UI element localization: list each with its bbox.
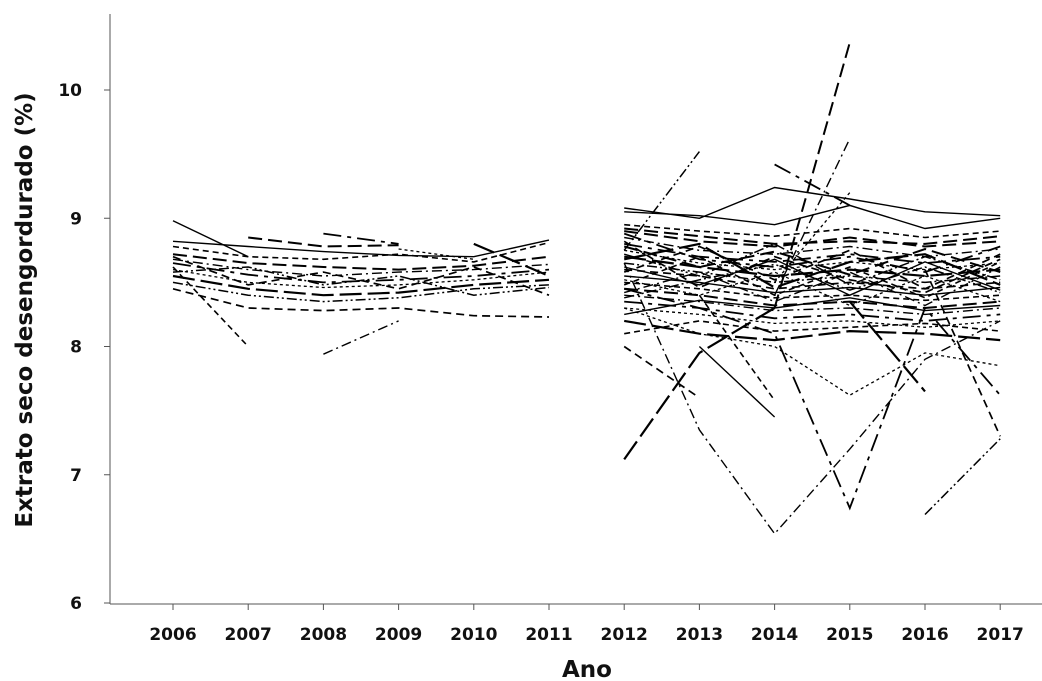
series-line <box>172 268 550 289</box>
series-line <box>172 255 550 296</box>
series-line <box>623 307 776 461</box>
x-tick-label: 2008 <box>300 625 347 645</box>
series-line <box>848 300 926 393</box>
series-line <box>774 192 851 283</box>
series-line <box>624 262 1001 284</box>
series-layer <box>172 42 1001 535</box>
series-line <box>624 263 1001 299</box>
series-line <box>774 163 851 207</box>
series-line <box>624 223 1001 239</box>
series-line <box>624 319 1001 342</box>
series-line <box>624 268 1001 290</box>
series-line <box>172 266 249 348</box>
y-tick-label: 8 <box>70 338 82 358</box>
series-line <box>623 232 1001 274</box>
series-line <box>924 438 1001 516</box>
x-tick-label: 2013 <box>676 625 723 645</box>
series-line <box>624 236 1001 258</box>
series-line <box>623 307 1001 396</box>
x-axis-ticks: 2006 2007 2008 2009 2010 2011 2012 2013 2014 2015… <box>149 604 1024 645</box>
y-tick-label: 6 <box>70 594 82 614</box>
series-line <box>172 262 550 284</box>
x-tick-label: 2006 <box>149 625 196 645</box>
x-tick-label: 2014 <box>751 625 798 645</box>
series-line <box>623 242 1001 289</box>
series-line <box>172 239 550 258</box>
series-line <box>624 227 1001 245</box>
x-axis-title: Ano <box>562 657 612 681</box>
series-line <box>623 240 1001 294</box>
series-line <box>924 269 1001 437</box>
series-line <box>773 138 851 296</box>
series-line <box>248 236 399 248</box>
series-line <box>624 294 1001 316</box>
series-line <box>623 345 700 399</box>
series-line <box>623 245 1001 276</box>
y-axis-title: Extrato seco desengordurado (%) <box>12 92 38 527</box>
series-line <box>698 345 776 418</box>
y-tick-label: 9 <box>70 209 82 229</box>
series-line <box>623 262 1001 535</box>
series-line <box>623 245 1001 290</box>
series-line <box>172 241 550 263</box>
x-tick-label: 2017 <box>977 625 1024 645</box>
x-tick-label: 2011 <box>525 625 572 645</box>
x-tick-label: 2016 <box>901 625 948 645</box>
series-line <box>624 186 1001 220</box>
series-line <box>624 297 1001 316</box>
series-line <box>624 307 1001 328</box>
series-line <box>172 274 550 297</box>
series-line <box>172 253 550 271</box>
series-line <box>698 294 776 401</box>
series-line <box>624 230 1001 248</box>
series-line <box>624 204 1001 230</box>
series-line <box>624 271 1001 307</box>
series-line <box>323 232 399 245</box>
y-tick-label: 7 <box>70 466 82 486</box>
x-tick-label: 2007 <box>225 625 272 645</box>
series-line <box>623 255 1001 299</box>
x-tick-label: 2015 <box>826 625 873 645</box>
series-line <box>624 320 1001 335</box>
series-line <box>473 242 550 278</box>
series-line <box>624 243 1001 265</box>
y-tick-label: 10 <box>58 81 82 101</box>
y-axis-ticks: 6 7 8 9 10 <box>58 81 110 614</box>
series-line <box>172 220 249 258</box>
series-line <box>623 287 1001 511</box>
x-tick-label: 2012 <box>601 625 648 645</box>
series-line <box>398 248 474 260</box>
series-line <box>172 258 550 277</box>
x-tick-label: 2010 <box>450 625 497 645</box>
x-tick-label: 2009 <box>375 625 422 645</box>
series-line <box>172 281 550 303</box>
series-line <box>773 42 851 309</box>
series-line <box>172 287 550 318</box>
series-line <box>624 300 1001 322</box>
series-line <box>624 255 1001 278</box>
series-line <box>323 320 399 355</box>
